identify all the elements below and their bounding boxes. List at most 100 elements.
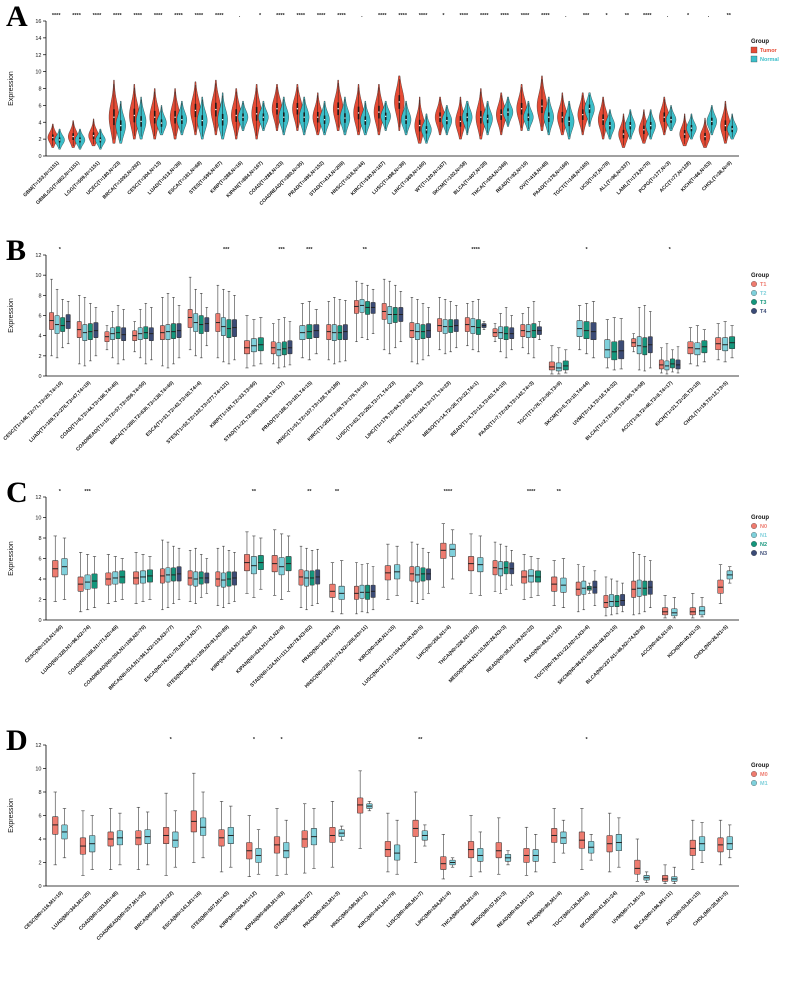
legend-label: N3 (760, 551, 767, 557)
significance-marker: **** (174, 13, 183, 19)
box-m0 (440, 856, 447, 870)
significance-marker: * (669, 247, 672, 253)
violin-median-dot (215, 108, 217, 111)
significance-marker: **** (541, 13, 550, 19)
significance-marker: * (59, 247, 62, 253)
significance-marker: **** (643, 13, 652, 19)
box-t4 (313, 324, 320, 338)
significance-marker: **** (337, 13, 346, 19)
violin-median-dot (174, 116, 176, 118)
violin-median-dot (242, 116, 244, 118)
legend-swatch (751, 308, 757, 314)
y-tick-label: 10 (35, 516, 41, 522)
y-tick-label: 2 (38, 354, 41, 360)
violin-median-dot (276, 108, 278, 110)
box-t1 (354, 300, 359, 314)
panel-C: C 0 2 4 6 8 10 12 Expression * CESC(N0=133,N1=60)… (0, 476, 811, 730)
box-n1 (671, 608, 678, 617)
box-n0 (440, 542, 447, 559)
y-axis-title: Expression (8, 71, 15, 106)
significance-marker: * (585, 247, 588, 253)
panel-c-plot: 024681012Expression*CESC(N0=133,N1=60)**… (8, 489, 769, 692)
category-label: MESO(N0=44,N1=10,N2=26,N3=3) (448, 624, 508, 684)
box-t1 (326, 324, 332, 340)
y-tick-label: 10 (35, 70, 41, 76)
violin-median-dot (629, 124, 631, 127)
violin-median-dot (541, 105, 543, 107)
y-tick-label: 6 (38, 557, 41, 563)
significance-marker: *** (278, 247, 285, 253)
box-t3 (281, 341, 287, 356)
box-n1 (581, 580, 587, 595)
significance-marker: **** (276, 13, 285, 19)
significance-marker: **** (113, 13, 122, 19)
y-tick-label: 0 (38, 618, 41, 624)
significance-marker: *** (223, 247, 230, 253)
box-t4 (148, 327, 154, 341)
significance-marker: * (687, 13, 690, 19)
y-axis-title: Expression (8, 798, 15, 833)
significance-marker: **** (133, 13, 142, 19)
legend-label: N1 (760, 533, 767, 539)
box-m0 (329, 826, 336, 843)
violin-median-dot (72, 135, 74, 138)
panel-letter-b: B (6, 234, 27, 267)
box-n0 (298, 569, 304, 586)
box-n0 (717, 579, 724, 594)
y-tick-label: 4 (38, 334, 41, 340)
box-t4 (121, 327, 127, 341)
y-tick-label: 14 (35, 36, 41, 42)
y-tick-label: 8 (38, 536, 41, 542)
legend-swatch (751, 550, 757, 556)
box-n1 (449, 543, 456, 557)
box-t4 (287, 340, 293, 355)
violin-median-dot (120, 124, 122, 127)
box-m1 (172, 831, 179, 848)
category-label: COADREAD(M0=257,M1=52) (96, 890, 148, 942)
box-n0 (575, 581, 581, 596)
significance-marker: **** (296, 13, 305, 19)
box-t3 (257, 337, 264, 352)
box-t3 (583, 321, 590, 339)
category-label: STAD(T=414,N=209) (308, 160, 346, 198)
violin-median-dot (588, 108, 591, 110)
box-n3 (426, 568, 431, 581)
box-t1 (409, 322, 415, 338)
violin-median-dot (724, 124, 727, 127)
box-t3 (392, 307, 398, 323)
box-n2 (535, 570, 542, 583)
y-tick-label: 12 (35, 495, 41, 501)
category-label: LUSC(T1=62,T2=292,T3=71,T4=23) (335, 380, 397, 442)
y-tick-label: 0 (38, 374, 41, 380)
y-tick-label: 6 (38, 814, 41, 820)
y-tick-label: 2 (38, 861, 41, 867)
legend-label: M1 (760, 781, 768, 787)
y-tick-label: 12 (35, 253, 41, 259)
significance-marker: **** (527, 489, 536, 495)
violin-median-dot (113, 116, 115, 118)
violin-median-dot (344, 117, 346, 119)
box-n0 (603, 595, 609, 608)
y-tick-label: 4 (38, 837, 41, 843)
box-m1 (477, 848, 484, 862)
legend-title: Group (751, 515, 769, 521)
box-t1 (49, 312, 54, 330)
violin-median-dot (731, 128, 733, 130)
box-m0 (689, 839, 696, 856)
category-label: COAD(T1=6,T2=44,T3=196,T4=40) (59, 380, 120, 441)
category-label: SKCM(N0=86,N1=58,N2=48,N3=10) (557, 624, 619, 686)
violin-median-dot (418, 124, 421, 127)
significance-marker: * (259, 13, 262, 19)
category-label: KIRP(N0=144,N1=25,N2=4) (210, 624, 259, 673)
category-label: PRAD(T=495,N=152) (287, 160, 325, 198)
violin-median-dot (140, 120, 142, 123)
y-tick-label: 0 (38, 154, 41, 160)
significance-marker: ** (727, 13, 732, 19)
violin-median-dot (378, 111, 380, 113)
category-label: ESCA(N0=76,N1=78,N2=13,N3=7) (143, 624, 203, 684)
box-t1 (548, 361, 555, 371)
category-label: LGG(T=509,N=1151) (64, 160, 102, 198)
box-t1 (658, 359, 664, 370)
box-t1 (243, 340, 250, 355)
legend-label: N2 (760, 542, 767, 548)
